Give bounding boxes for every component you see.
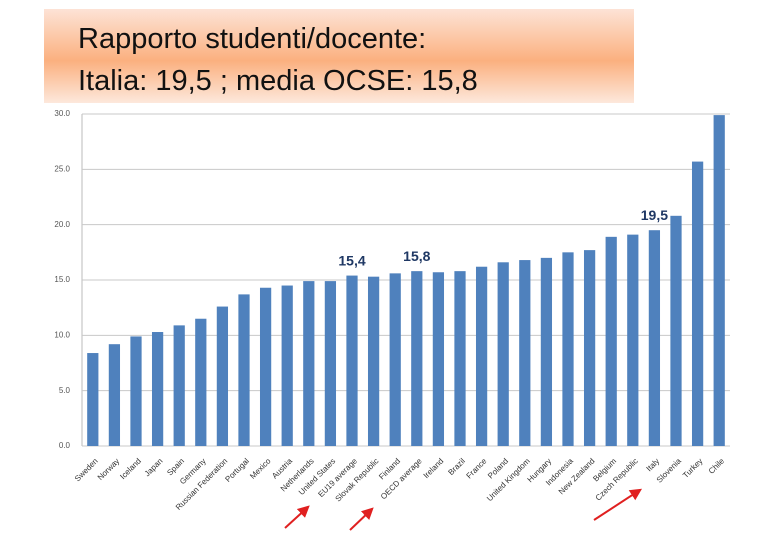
x-tick-label: Norway [96, 457, 122, 483]
bar [281, 285, 293, 446]
arrow [284, 505, 310, 529]
bar [627, 234, 639, 446]
bar [216, 306, 229, 446]
bar [259, 287, 272, 446]
bar [454, 271, 466, 446]
x-tick-label: Mexico [248, 456, 273, 481]
y-tick-label: 10.0 [54, 330, 70, 339]
bar [691, 161, 704, 446]
y-tick-label: 30.0 [54, 109, 70, 118]
value-label: 15,8 [403, 248, 430, 264]
x-tick-label: Slovenia [655, 456, 683, 484]
bar [648, 230, 661, 446]
bar [108, 344, 121, 446]
bar [562, 252, 574, 446]
bar [367, 276, 380, 446]
x-tick-label: Ireland [422, 457, 446, 481]
bar [605, 236, 617, 446]
chart-subtitle: Italia: 19,5 ; media OCSE: 15,8 [78, 65, 478, 97]
value-label: 19,5 [641, 207, 668, 223]
bar [475, 266, 488, 446]
x-tick-label: Chile [707, 456, 727, 476]
bar [87, 353, 99, 446]
bar [540, 257, 553, 446]
x-tick-label: France [465, 456, 489, 480]
value-label: 15,4 [338, 252, 365, 268]
bar [151, 332, 164, 446]
bar [713, 115, 725, 447]
y-tick-label: 0.0 [59, 441, 71, 450]
bar [346, 275, 358, 446]
x-tick-label: Sweden [73, 457, 100, 484]
x-tick-label: Italy [645, 457, 662, 474]
bar [670, 215, 682, 446]
bar [130, 336, 142, 446]
bar [303, 281, 315, 446]
bar [389, 273, 401, 446]
bar [324, 281, 337, 446]
y-tick-label: 15.0 [54, 275, 70, 284]
bar [432, 272, 445, 446]
title-box [44, 9, 634, 103]
x-tick-label: Iceland [118, 457, 143, 482]
x-tick-label: Turkey [681, 457, 704, 480]
bar [195, 318, 207, 446]
arrow [593, 488, 643, 521]
y-tick-label: 20.0 [54, 220, 70, 229]
bar [583, 250, 596, 446]
arrow [349, 507, 374, 531]
bar [173, 325, 185, 446]
bar [519, 260, 531, 446]
bar [238, 294, 250, 446]
y-tick-label: 5.0 [59, 386, 71, 395]
bar [411, 271, 423, 446]
chart-title: Rapporto studenti/docente: [78, 23, 426, 55]
x-tick-label: Portugal [223, 456, 251, 484]
x-tick-label: Japan [143, 457, 165, 479]
bar [497, 262, 509, 446]
y-tick-label: 25.0 [54, 164, 70, 173]
